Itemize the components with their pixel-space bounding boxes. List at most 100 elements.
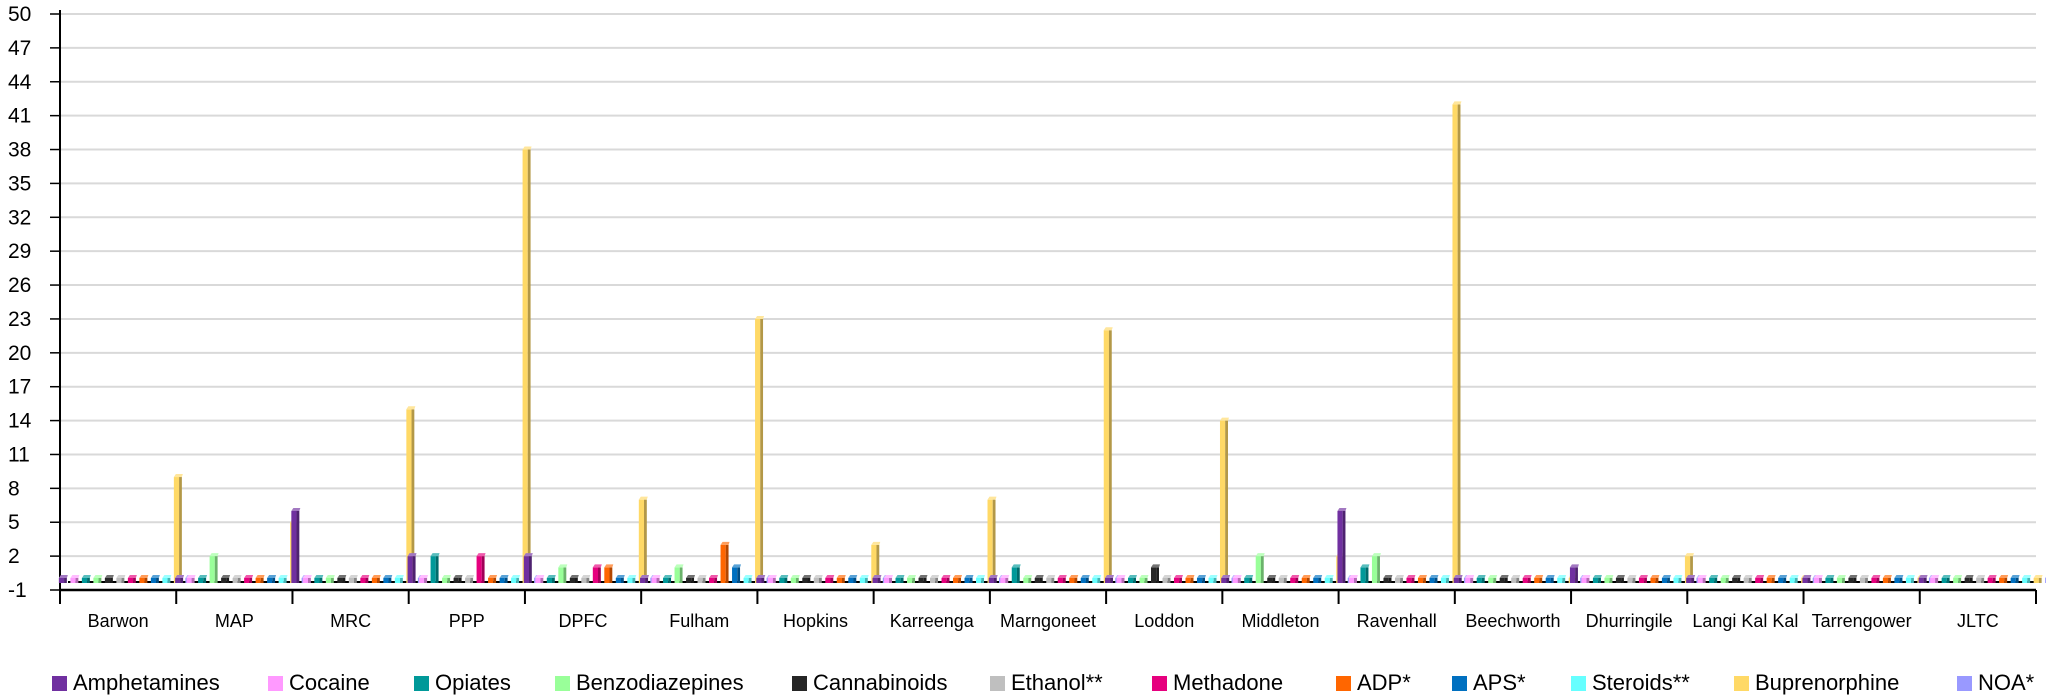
bar [1534, 575, 1544, 583]
bar [162, 575, 172, 583]
bar [255, 575, 265, 583]
bar [930, 575, 940, 583]
legend-label: Buprenorphine [1755, 670, 1899, 695]
bar [1406, 575, 1416, 583]
bar [1103, 327, 1113, 583]
bar [1918, 575, 1928, 583]
bar [1092, 575, 1102, 583]
x-category-labels: Barwon MAP MRC PPP DPFC Fulham Hopkins Karreeng… [88, 611, 1999, 631]
legend-item: Steroids** [1571, 670, 1690, 695]
legend-swatch [1571, 676, 1586, 691]
bar [1476, 575, 1486, 583]
bar [453, 575, 463, 583]
bar [1953, 575, 1963, 583]
x-category-label: MRC [330, 611, 371, 631]
bar [81, 575, 91, 583]
bar [1650, 575, 1660, 583]
bar [1011, 564, 1021, 583]
y-tick-label: 2 [8, 545, 20, 568]
bar [1208, 575, 1218, 583]
bar [756, 575, 766, 583]
y-tick-label: 44 [8, 71, 32, 94]
bar [907, 575, 917, 583]
bar [1034, 575, 1044, 583]
bar [941, 575, 951, 583]
legend-item: APS* [1452, 670, 1526, 695]
bar [70, 575, 80, 583]
bar [2022, 575, 2032, 583]
bar [802, 575, 812, 583]
legend-item: ADP* [1336, 670, 1411, 695]
bar [732, 564, 742, 583]
x-category-label: Tarrengower [1812, 611, 1912, 631]
bar [1709, 575, 1719, 583]
bar [1941, 575, 1951, 583]
bar [767, 575, 777, 583]
bar [371, 575, 381, 583]
bar [314, 575, 324, 583]
y-tick-label: 29 [8, 240, 31, 263]
legend-label: Ethanol** [1011, 670, 1103, 695]
bar [1337, 507, 1347, 583]
bar [1232, 575, 1242, 583]
y-tick-label: 23 [8, 308, 31, 331]
bar [1417, 575, 1427, 583]
bar [988, 575, 998, 583]
bar [1964, 575, 1974, 583]
x-category-label: JLTC [1957, 611, 1999, 631]
bar [58, 575, 68, 583]
bar [871, 541, 881, 583]
bar [383, 575, 393, 583]
legend-swatch [792, 676, 807, 691]
bar [221, 575, 231, 583]
bar [476, 553, 486, 583]
y-tick-label: -1 [8, 579, 27, 602]
bar [1127, 575, 1137, 583]
bar [291, 507, 301, 583]
bar [186, 575, 196, 583]
bar [1453, 575, 1463, 583]
bar [232, 575, 242, 583]
bar [779, 575, 789, 583]
legend-item: Ethanol** [990, 670, 1103, 695]
legend-item: Benzodiazepines [555, 670, 744, 695]
bar [1848, 575, 1858, 583]
bar [1813, 575, 1823, 583]
legend-label: Steroids** [1592, 670, 1690, 695]
bar [1673, 575, 1683, 583]
bar [535, 575, 545, 583]
legend-label: NOA* [1978, 670, 2035, 695]
bar [302, 575, 312, 583]
bar [953, 575, 963, 583]
bar [1976, 575, 1986, 583]
gridlines [60, 13, 2036, 591]
bar [1046, 575, 1056, 583]
bar [964, 575, 974, 583]
x-category-label: PPP [449, 611, 485, 631]
bar [720, 541, 730, 583]
legend-swatch [1152, 676, 1167, 691]
bar [836, 575, 846, 583]
bar [755, 315, 765, 583]
bar [1661, 575, 1671, 583]
bar [1394, 575, 1404, 583]
bar [1569, 564, 1579, 583]
bar [407, 553, 417, 583]
legend-item: Opiates [414, 670, 511, 695]
bar [337, 575, 347, 583]
bar [116, 575, 126, 583]
x-category-label: Loddon [1134, 611, 1194, 631]
bar [638, 496, 648, 583]
bar [1139, 575, 1149, 583]
y-tick-label: 8 [8, 477, 20, 500]
legend-swatch [268, 676, 283, 691]
bar [1173, 575, 1183, 583]
bar [1069, 575, 1079, 583]
y-tick-label: 50 [8, 3, 31, 26]
bar [1196, 575, 1206, 583]
bar [1604, 575, 1614, 583]
bar [663, 575, 673, 583]
bar [1999, 575, 2009, 583]
bar [848, 575, 858, 583]
